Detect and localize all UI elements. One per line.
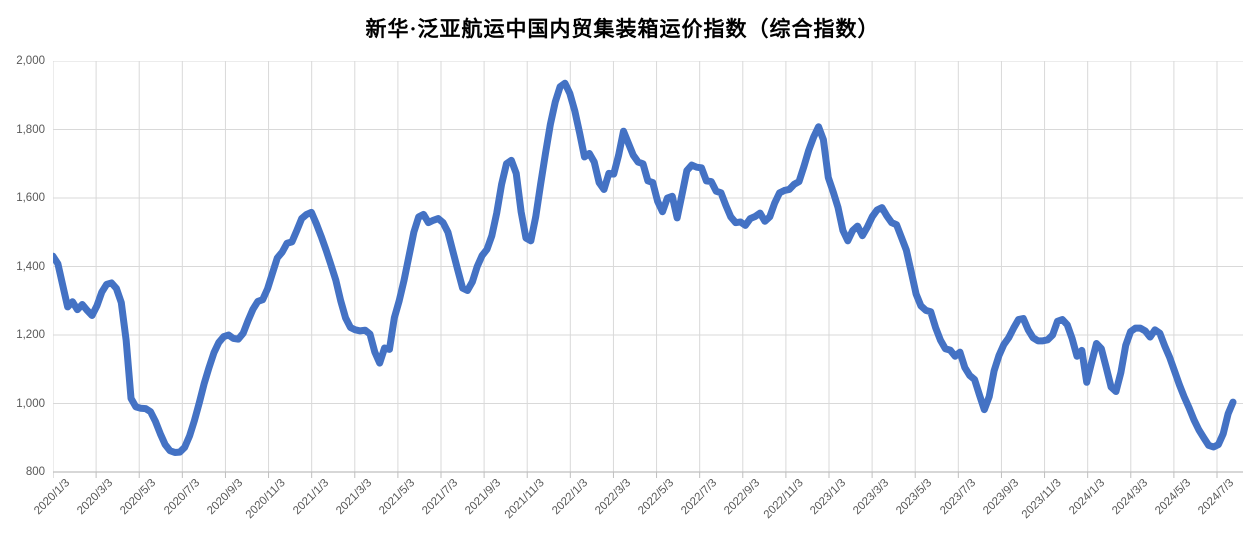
y-axis-tick-label: 1,600 — [16, 192, 45, 204]
x-axis-tick-label: 2023/7/3 — [937, 477, 978, 518]
x-axis-tick-label: 2020/3/3 — [75, 477, 116, 518]
y-axis-tick-label: 1,400 — [16, 260, 45, 273]
x-axis-tick-label: 2023/9/3 — [980, 477, 1021, 518]
y-axis-tick-label: 1,000 — [16, 397, 45, 410]
x-axis-tick-label: 2021/1/3 — [291, 477, 332, 518]
x-axis-tick-label: 2021/5/3 — [377, 477, 418, 518]
x-axis-tick-label: 2021/7/3 — [420, 477, 461, 518]
x-axis-tick-label: 2022/11/3 — [761, 477, 806, 522]
x-axis-tick-label: 2022/9/3 — [722, 477, 763, 518]
x-axis-tick-label: 2024/7/3 — [1196, 477, 1237, 518]
x-axis-tick-label: 2020/7/3 — [161, 477, 202, 518]
x-axis-tick-label: 2023/11/3 — [1019, 477, 1065, 522]
x-axis-tick-label: 2021/11/3 — [502, 477, 547, 522]
x-axis-tick-label: 2022/3/3 — [592, 477, 633, 518]
x-axis-tick-label: 2023/1/3 — [808, 477, 849, 518]
x-axis-tick-label: 2024/5/3 — [1153, 477, 1194, 518]
chart-title: 新华·泛亚航运中国内贸集装箱运价指数（综合指数） — [365, 17, 880, 41]
x-axis-tick-label: 2022/1/3 — [549, 477, 590, 518]
x-axis-tick-label: 2021/3/3 — [334, 477, 375, 518]
x-axis-tick-label: 2022/5/3 — [635, 477, 677, 518]
y-axis-tick-label: 1,800 — [16, 123, 45, 136]
x-axis-tick-label: 2020/11/3 — [243, 477, 289, 522]
x-axis-tick-label: 2024/3/3 — [1110, 477, 1151, 518]
x-axis-tick-label: 2021/9/3 — [463, 477, 504, 518]
y-axis-tick-label: 800 — [25, 466, 45, 478]
x-axis-tick-label: 2022/7/3 — [679, 477, 720, 518]
x-axis-tick-label: 2020/9/3 — [204, 477, 245, 518]
x-axis-tick-label: 2023/3/3 — [851, 477, 892, 518]
index-line-series — [53, 79, 1237, 456]
x-axis-tick-label: 2023/5/3 — [894, 477, 935, 518]
x-axis-tick-label: 2020/5/3 — [118, 477, 159, 518]
x-axis-tick-label: 2024/1/3 — [1067, 477, 1108, 518]
x-axis-tick-label: 2020/1/3 — [32, 477, 73, 518]
plot-area — [53, 61, 1243, 478]
y-axis-tick-label: 2,000 — [16, 55, 45, 67]
y-axis-tick-label: 1,200 — [16, 329, 45, 341]
